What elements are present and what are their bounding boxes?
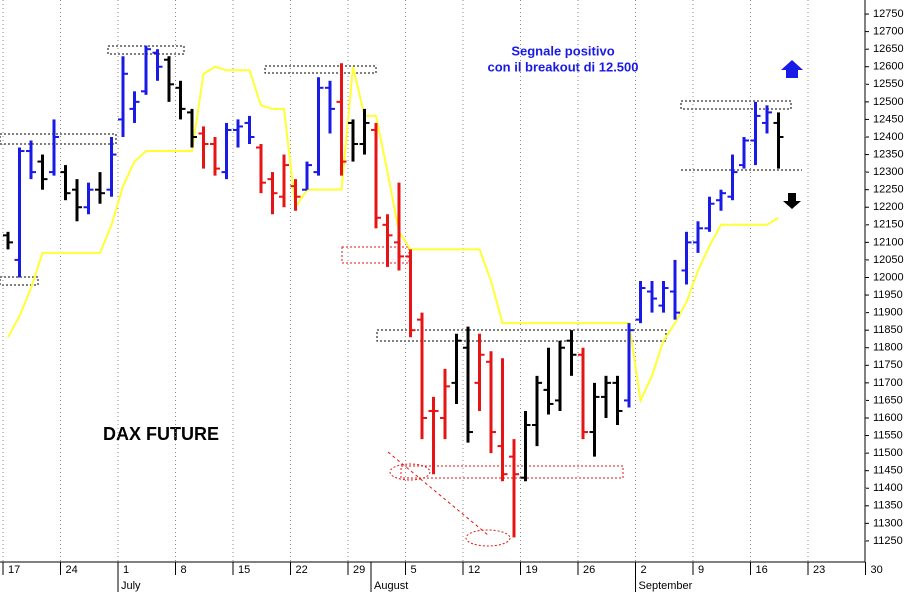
trend-line (7, 65, 780, 404)
month-label: August (374, 580, 408, 592)
resistance-box (680, 100, 792, 110)
y-tick-label: 12700 (873, 26, 904, 38)
y-tick-label: 11350 (873, 500, 903, 512)
x-tick-label: 17 (8, 564, 20, 576)
y-tick-label: 12650 (873, 43, 904, 55)
y-tick-label: 12450 (873, 113, 904, 125)
support-box (400, 465, 624, 479)
y-tick-label: 12100 (873, 236, 904, 248)
y-tick-label: 11300 (873, 517, 903, 529)
y-tick-label: 12000 (873, 271, 904, 283)
x-tick-label: 9 (698, 564, 704, 576)
y-tick-label: 11850 (873, 324, 903, 336)
y-tick-label: 11750 (873, 359, 903, 371)
low-marker (465, 529, 511, 547)
y-tick-label: 12550 (873, 78, 904, 90)
resistance-box (264, 65, 377, 74)
month-label: September (639, 580, 693, 592)
chart-title: DAX FUTURE (103, 424, 219, 444)
y-tick-label: 11250 (873, 535, 903, 547)
x-tick-label: 30 (871, 564, 883, 576)
x-tick-label: 2 (641, 564, 647, 576)
support-box (0, 276, 39, 286)
x-tick-label: 1 (123, 564, 129, 576)
y-tick-label: 11550 (873, 429, 903, 441)
month-label: July (121, 580, 141, 592)
x-tick-label: 29 (353, 564, 365, 576)
x-tick-label: 16 (756, 564, 768, 576)
connector (387, 451, 489, 536)
x-tick-label: 22 (296, 564, 308, 576)
x-tick-label: 23 (813, 564, 825, 576)
y-tick-label: 12750 (873, 8, 904, 20)
annotations: Segnale positivo con il breakout di 12.5… (0, 43, 803, 547)
down-arrow (783, 193, 801, 209)
y-tick-label: 11600 (873, 412, 903, 424)
x-tick-label: 19 (526, 564, 538, 576)
y-tick-label: 11400 (873, 482, 903, 494)
annotation: Segnale positivo (511, 43, 614, 58)
y-tick-label: 12200 (873, 201, 904, 213)
x-tick-label: 8 (181, 564, 187, 576)
y-tick-label: 11700 (873, 377, 903, 389)
low-marker (389, 463, 431, 481)
resistance-box (376, 329, 667, 342)
x-tick-label: 12 (468, 564, 480, 576)
x-tick-label: 26 (583, 564, 595, 576)
y-tick-label: 11950 (873, 289, 903, 301)
y-tick-label: 11450 (873, 465, 903, 477)
y-tick-label: 12050 (873, 254, 904, 266)
y-tick-label: 12150 (873, 219, 904, 231)
y-tick-label: 11900 (873, 307, 903, 319)
x-tick-label: 24 (66, 564, 78, 576)
y-tick-label: 11500 (873, 447, 903, 459)
y-tick-label: 12250 (873, 184, 904, 196)
y-tick-label: 11800 (873, 342, 903, 354)
y-tick-label: 12500 (873, 96, 904, 108)
up-arrow (781, 60, 803, 78)
y-tick-label: 12400 (873, 131, 904, 143)
support-box (341, 246, 410, 264)
x-tick-label: 15 (238, 564, 250, 576)
resistance-box (0, 133, 117, 145)
x-tick-label: 5 (411, 564, 417, 576)
y-tick-label: 12350 (873, 148, 904, 160)
y-tick-label: 11650 (873, 394, 903, 406)
y-tick-label: 12300 (873, 166, 904, 178)
y-tick-label: 12600 (873, 61, 904, 73)
annotation: con il breakout di 12.500 (488, 59, 639, 74)
